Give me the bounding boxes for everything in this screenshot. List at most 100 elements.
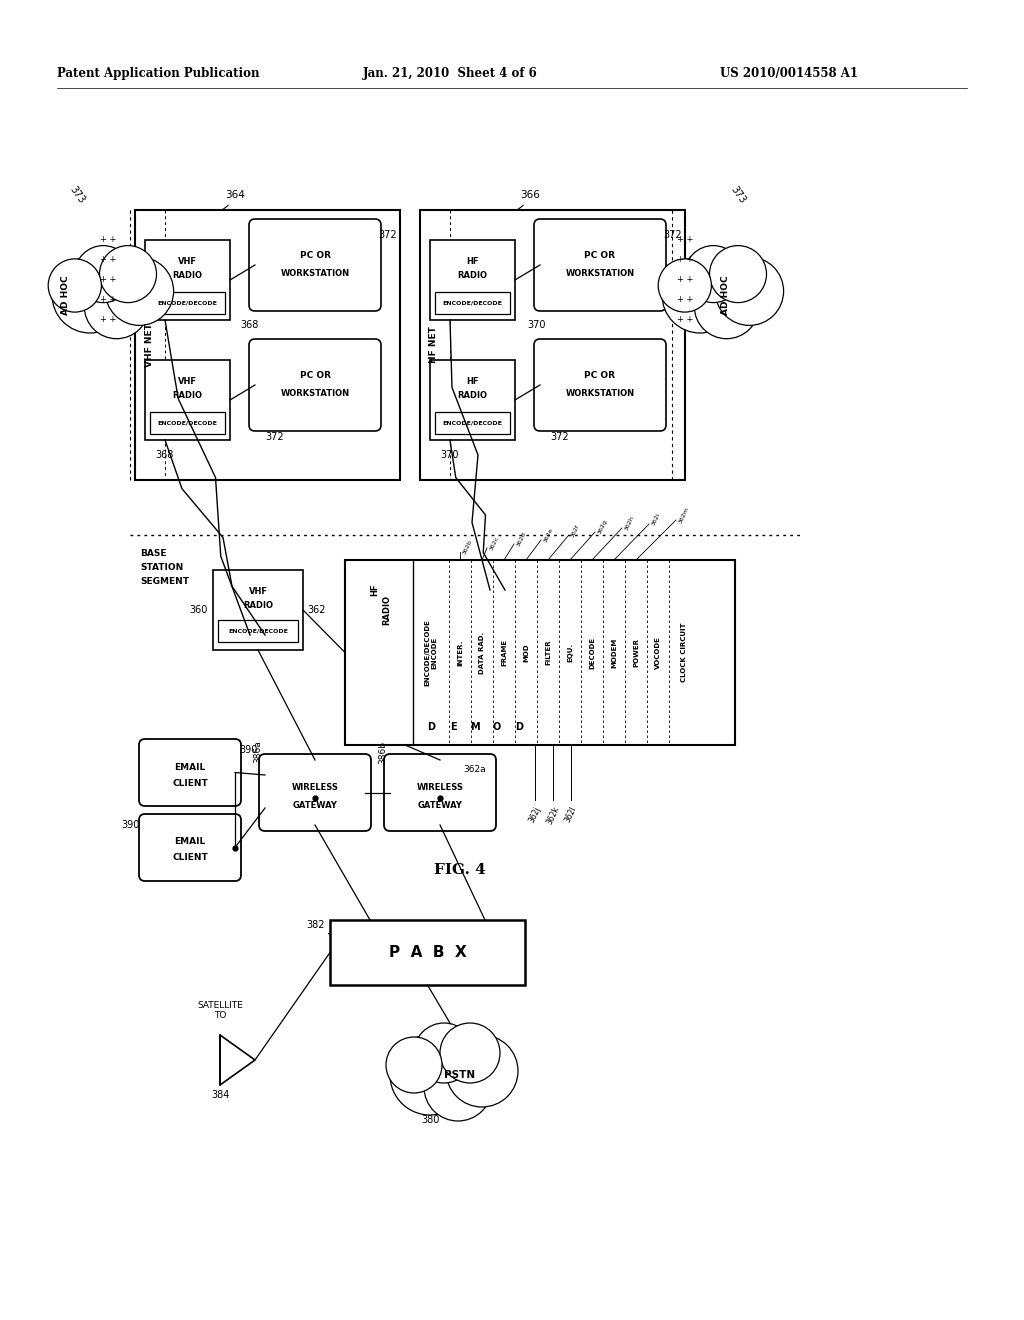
Text: 362: 362	[307, 605, 326, 615]
Text: 362k: 362k	[545, 805, 561, 826]
Text: HF: HF	[466, 378, 479, 387]
Text: 372: 372	[265, 432, 284, 442]
Text: PC OR: PC OR	[299, 371, 331, 380]
Text: BASE: BASE	[140, 549, 167, 557]
Text: + +: + +	[677, 315, 693, 325]
Text: P  A  B  X: P A B X	[389, 945, 466, 960]
Text: 362i: 362i	[651, 512, 662, 527]
Text: 368: 368	[155, 450, 173, 459]
Text: INTER.: INTER.	[457, 639, 463, 665]
Text: 372: 372	[378, 230, 396, 240]
Text: 362j: 362j	[527, 805, 543, 824]
Text: D: D	[515, 722, 523, 733]
Text: DATA RAD.: DATA RAD.	[479, 631, 485, 673]
Text: RADIO: RADIO	[458, 392, 487, 400]
Text: 362d: 362d	[516, 531, 527, 548]
Text: RADIO: RADIO	[458, 272, 487, 281]
Text: 372: 372	[550, 432, 568, 442]
Text: D: D	[427, 722, 435, 733]
Text: ENCODE/DECODE: ENCODE/DECODE	[442, 421, 503, 425]
Text: ENCODE/DECODE
ENCODE: ENCODE/DECODE ENCODE	[425, 619, 437, 686]
Text: VHF: VHF	[178, 257, 197, 267]
Text: WORKSTATION: WORKSTATION	[565, 388, 635, 397]
Circle shape	[446, 1035, 518, 1107]
Bar	[150, 292, 225, 314]
Text: 362m: 362m	[678, 506, 690, 524]
FancyArrowPatch shape	[143, 833, 145, 834]
Text: WORKSTATION: WORKSTATION	[281, 268, 349, 277]
Bar	[150, 412, 225, 434]
Text: + +: + +	[99, 256, 116, 264]
Circle shape	[390, 1035, 470, 1115]
Circle shape	[685, 246, 741, 302]
FancyBboxPatch shape	[249, 219, 381, 312]
Text: WIRELESS: WIRELESS	[292, 784, 339, 792]
Text: 366: 366	[520, 190, 540, 201]
Text: PSTN: PSTN	[444, 1071, 475, 1080]
Text: E: E	[450, 722, 457, 733]
Text: WIRELESS: WIRELESS	[417, 784, 464, 792]
FancyArrowPatch shape	[237, 312, 240, 317]
Bar	[345, 560, 735, 744]
FancyBboxPatch shape	[534, 339, 666, 432]
Text: CLIENT: CLIENT	[172, 779, 208, 788]
Bar	[213, 570, 303, 649]
Text: + +: + +	[99, 235, 116, 244]
Text: AD HOC: AD HOC	[60, 275, 70, 314]
Text: 362b: 362b	[462, 539, 473, 556]
Text: CLIENT: CLIENT	[172, 854, 208, 862]
Text: + +: + +	[677, 276, 693, 285]
Text: 380: 380	[421, 1115, 439, 1125]
Text: 362c: 362c	[489, 535, 500, 550]
Text: RADIO: RADIO	[243, 602, 273, 610]
FancyArrowPatch shape	[509, 205, 523, 211]
Bar	[145, 240, 230, 319]
Text: 362l: 362l	[563, 805, 579, 824]
FancyBboxPatch shape	[139, 739, 241, 807]
Circle shape	[710, 246, 767, 302]
Text: Jan. 21, 2010  Sheet 4 of 6: Jan. 21, 2010 Sheet 4 of 6	[362, 66, 538, 79]
Text: 362g: 362g	[597, 519, 608, 535]
FancyArrowPatch shape	[214, 205, 228, 211]
Text: GATEWAY: GATEWAY	[418, 800, 463, 809]
Bar	[430, 240, 515, 319]
Circle shape	[414, 1023, 474, 1082]
Bar	[218, 620, 298, 642]
Circle shape	[658, 259, 712, 312]
Text: Patent Application Publication: Patent Application Publication	[57, 66, 259, 79]
Text: M: M	[470, 722, 480, 733]
Text: RADIO: RADIO	[383, 595, 391, 624]
Text: TO: TO	[214, 1011, 226, 1019]
Circle shape	[386, 1038, 442, 1093]
Circle shape	[48, 259, 101, 312]
Text: US 2010/0014558 A1: US 2010/0014558 A1	[720, 66, 858, 79]
Text: PC OR: PC OR	[299, 251, 331, 260]
Text: + +: + +	[677, 256, 693, 264]
Text: STATION: STATION	[140, 562, 183, 572]
Text: 362h: 362h	[624, 515, 635, 531]
Text: 362f: 362f	[570, 524, 581, 539]
Text: + +: + +	[99, 315, 116, 325]
Text: ENCODE/DECODE: ENCODE/DECODE	[158, 301, 217, 305]
Bar	[430, 360, 515, 440]
Text: 364: 364	[225, 190, 245, 201]
Text: VOCODE: VOCODE	[655, 636, 662, 669]
Text: PC OR: PC OR	[585, 371, 615, 380]
Circle shape	[662, 257, 738, 333]
Text: ENCODE/DECODE: ENCODE/DECODE	[158, 421, 217, 425]
Text: 373: 373	[68, 185, 86, 206]
Text: 382: 382	[306, 920, 325, 931]
Text: 370: 370	[440, 450, 459, 459]
FancyBboxPatch shape	[249, 339, 381, 432]
Text: HF NET: HF NET	[429, 326, 438, 363]
Bar	[330, 920, 525, 985]
Text: 390: 390	[239, 744, 257, 755]
Bar	[145, 360, 230, 440]
Text: 372: 372	[663, 230, 682, 240]
Circle shape	[99, 246, 157, 302]
Text: EMAIL: EMAIL	[174, 837, 206, 846]
Circle shape	[440, 1023, 500, 1082]
FancyArrowPatch shape	[236, 758, 237, 759]
Circle shape	[694, 275, 759, 339]
Text: 390: 390	[122, 820, 140, 830]
